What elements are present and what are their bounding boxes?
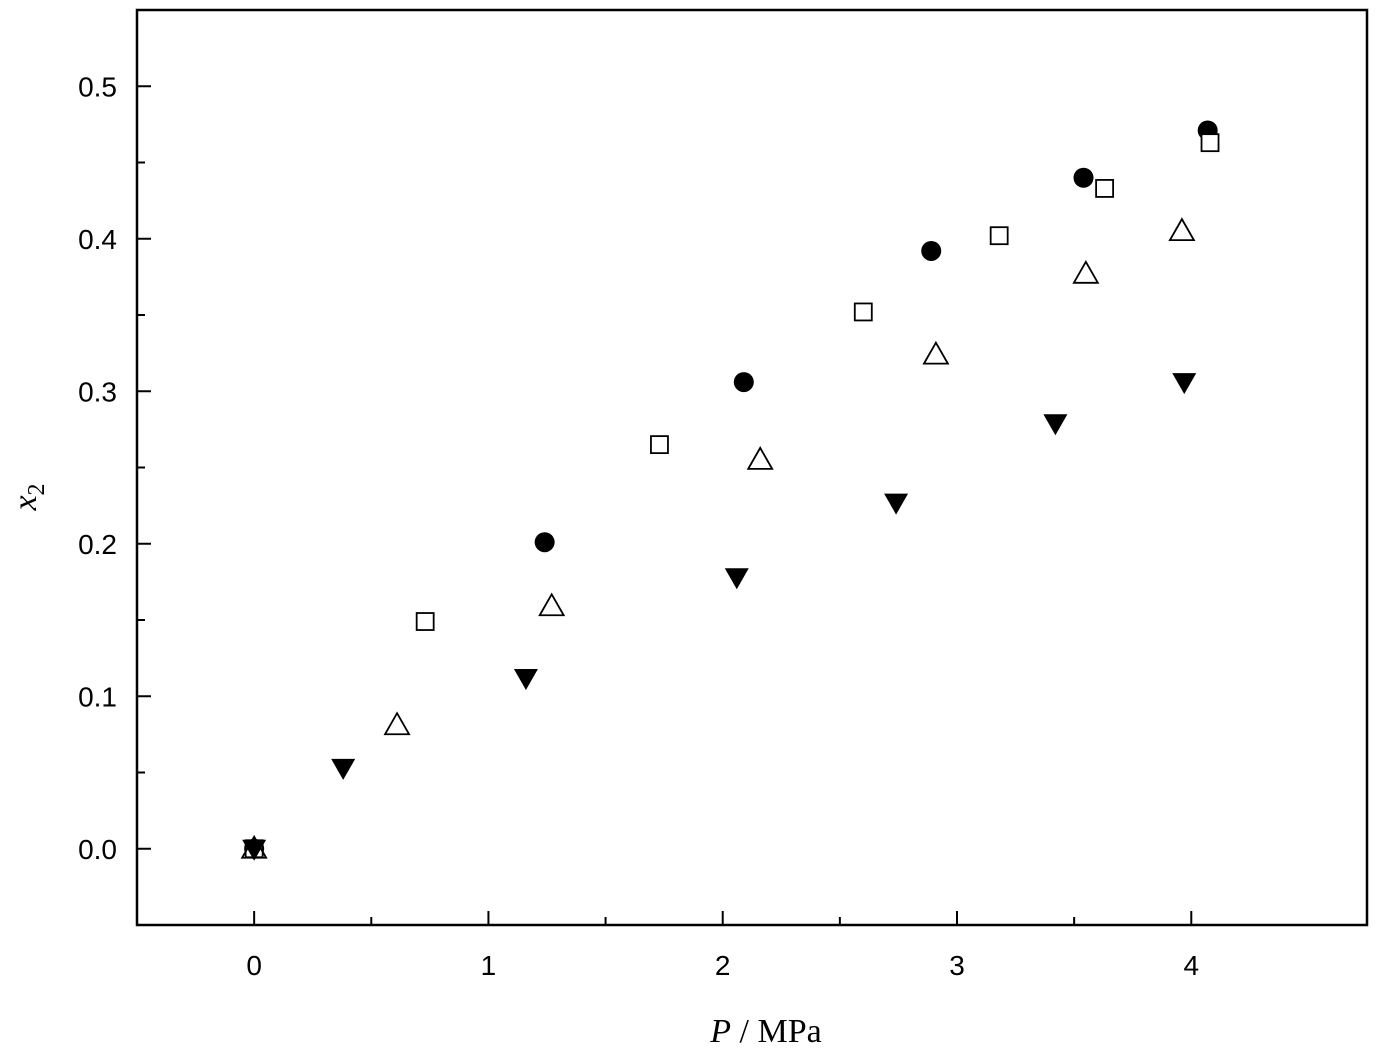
data-point (1172, 373, 1197, 395)
data-point (331, 758, 356, 780)
data-point (1168, 217, 1196, 242)
y-tick-label: 0.1 (78, 681, 117, 712)
data-point (989, 226, 1009, 246)
data-point (724, 568, 749, 590)
x-axis-symbol: P (709, 1013, 731, 1050)
data-point (733, 372, 754, 393)
series-3 (240, 217, 1196, 859)
y-tick-label: 0.4 (78, 224, 117, 255)
series-1 (244, 120, 1218, 859)
x-axis-unit: / MPa (731, 1013, 822, 1050)
series-2 (244, 133, 1220, 859)
data-point (650, 435, 669, 455)
data-point (1072, 260, 1100, 284)
y-tick-label: 0.2 (78, 529, 117, 560)
data-point (884, 493, 909, 515)
x-tick-label: 4 (1183, 950, 1199, 981)
x-tick-label: 0 (246, 950, 262, 981)
data-point (383, 711, 411, 736)
y-axis-subscript: 2 (24, 483, 50, 495)
data-point (1095, 179, 1114, 198)
axis-ticks (137, 85, 1193, 925)
data-point (513, 668, 538, 690)
x-axis-title: P / MPa (709, 1013, 821, 1050)
x-tick-label: 2 (715, 950, 731, 981)
x-tick-label: 1 (481, 950, 497, 981)
data-point (538, 592, 566, 617)
x-tick-label: 3 (949, 950, 965, 981)
data-point (921, 240, 942, 261)
data-point (922, 340, 950, 365)
plot-frame (135, 8, 1369, 927)
data-point (1043, 414, 1068, 436)
tick-labels: 0 1 2 3 4 0.0 0.1 0.2 0.3 0.4 0.5 (78, 71, 1199, 981)
y-axis-title: x2 (7, 483, 50, 511)
data-point (853, 302, 873, 322)
data-point (1073, 167, 1094, 188)
data-markers (240, 120, 1220, 861)
y-tick-label: 0.3 (78, 376, 117, 407)
y-axis-symbol: x (7, 495, 44, 511)
data-point (1200, 133, 1220, 153)
y-tick-label: 0.5 (78, 71, 117, 102)
series-4 (242, 373, 1197, 861)
data-point (534, 532, 555, 553)
data-point (415, 612, 435, 631)
data-point (242, 839, 267, 861)
y-tick-label: 0.0 (78, 834, 117, 865)
data-point (746, 446, 774, 470)
